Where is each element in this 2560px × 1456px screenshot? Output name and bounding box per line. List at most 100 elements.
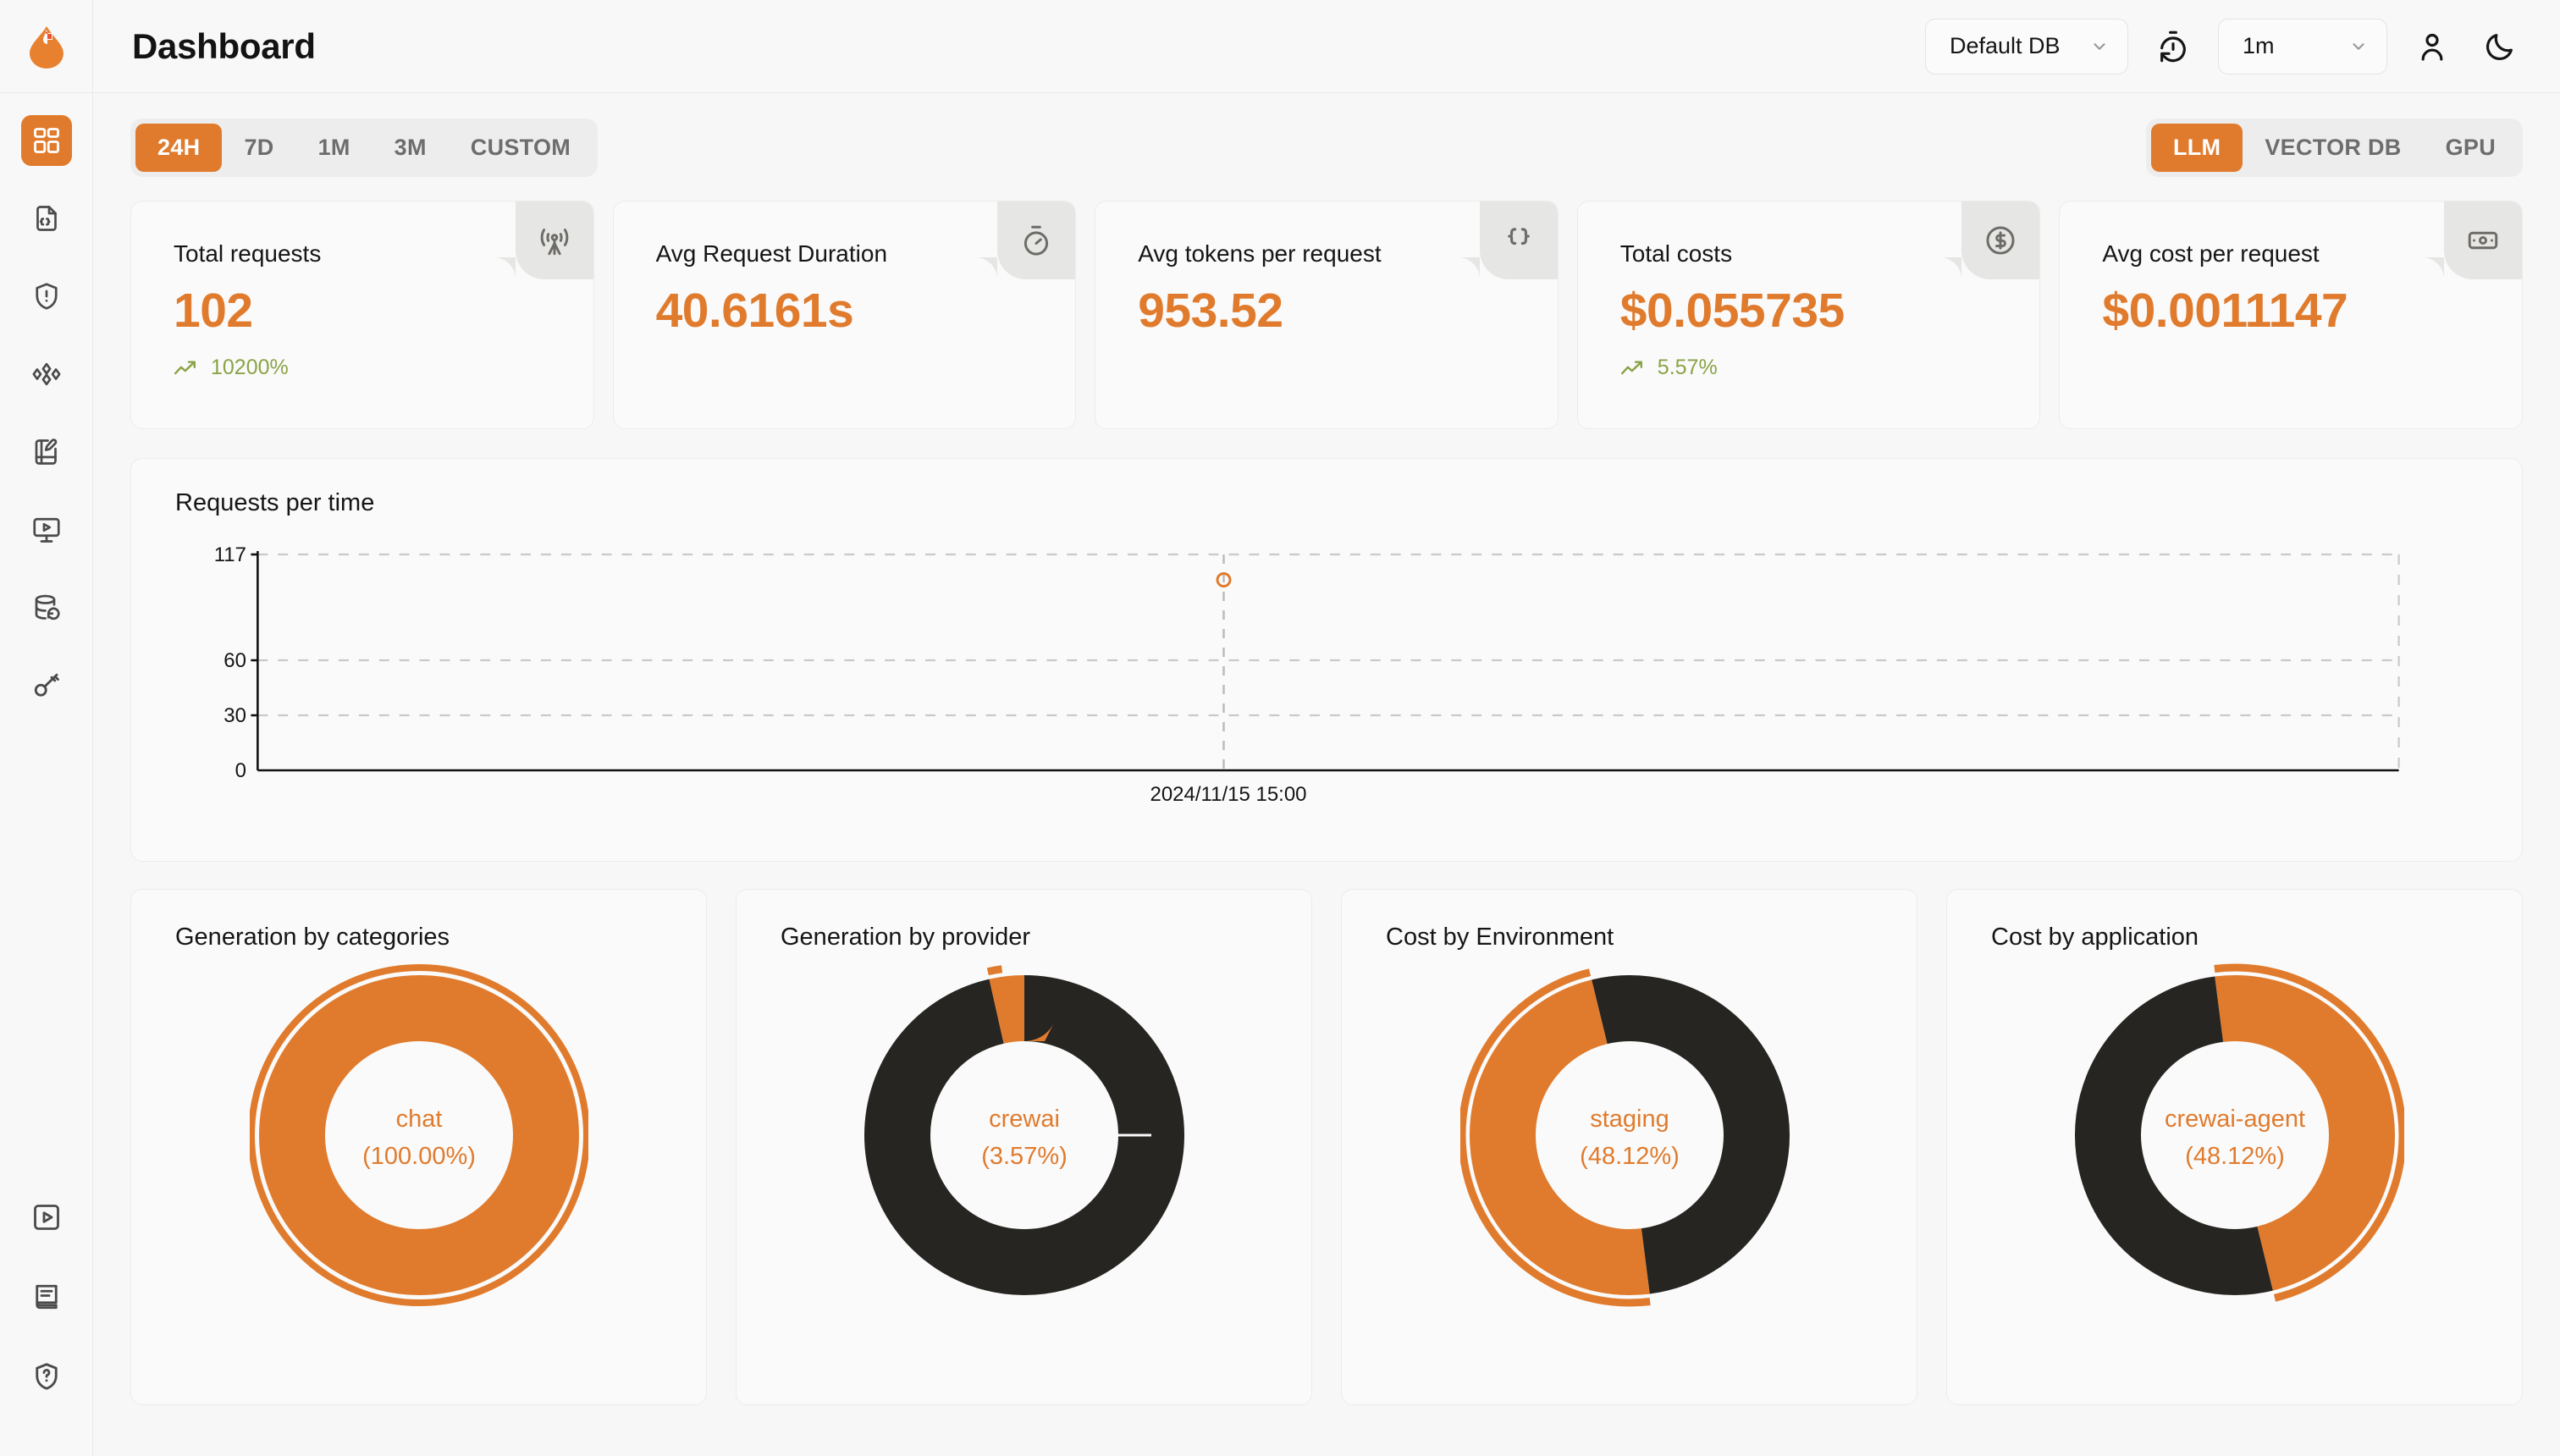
topbar-controls: Default DB 1m (1925, 18, 2560, 74)
sidebar-item-support[interactable] (21, 1351, 72, 1402)
donut-title: Generation by provider (781, 924, 1030, 951)
sidebar-item-requests[interactable] (21, 193, 72, 244)
user-profile-button[interactable] (2409, 24, 2455, 69)
donut-center-label: staging (1590, 1106, 1669, 1133)
page-title: Dashboard (132, 25, 316, 66)
donut-highlight-outline (249, 964, 588, 1306)
app-logo[interactable] (0, 0, 93, 93)
donut-title: Generation by categories (175, 924, 450, 951)
stat-card-total-costs: Total costs $0.055735 5.57% (1576, 201, 2041, 429)
sidebar-item-playground[interactable] (21, 505, 72, 555)
donut-highlight-arc (1459, 963, 1799, 1307)
stat-title: Avg tokens per request (1138, 240, 1382, 267)
stat-card-avg-tokens-per-request: Avg tokens per request 953.52 (1095, 201, 1559, 429)
notebook-pen-icon (35, 438, 57, 465)
database-select-value: Default DB (1950, 33, 2061, 58)
donut-slice-crewai-agent[interactable] (2074, 975, 2395, 1295)
donut-card-generation-by-provider: Generation by provider crewai (736, 889, 1312, 1405)
stat-badge (1939, 201, 2040, 279)
sidebar-item-prompt-hub[interactable] (21, 427, 72, 477)
shield-alert-icon (35, 283, 58, 310)
moon-icon (2486, 33, 2513, 60)
stat-title: Avg Request Duration (655, 240, 888, 267)
type-tabs: LLM VECTOR DB GPU (2145, 119, 2523, 177)
donut-center-label: crewai-agent (2164, 1106, 2304, 1133)
shield-question-icon (35, 1363, 58, 1390)
requests-per-time-chart[interactable]: 117 60 30 0 2024/11/15 15:00 (131, 522, 2522, 861)
book-icon (35, 1284, 58, 1310)
donut-center-value: (3.57%) (981, 1143, 1068, 1170)
refresh-interval-button[interactable] (2150, 24, 2196, 69)
type-tab-llm[interactable]: LLM (2150, 124, 2243, 172)
circle-dollar-icon (1986, 226, 2015, 255)
timer-reset-icon (2160, 30, 2186, 62)
stat-card-avg-cost-per-request: Avg cost per request $0.0011147 (2059, 201, 2523, 429)
sidebar-item-vault[interactable] (21, 582, 72, 633)
sidebar-item-documentation[interactable] (21, 1271, 72, 1322)
stat-card-total-requests: Total requests 102 10200% (130, 201, 594, 429)
type-tab-vector-db[interactable]: VECTOR DB (2265, 135, 2402, 160)
key-icon (34, 673, 59, 697)
sidebar-item-dashboard[interactable] (20, 115, 72, 166)
sidebar-item-getting-started[interactable] (21, 1192, 72, 1243)
line-chart-svg (251, 551, 2400, 778)
time-tab-custom[interactable]: CUSTOM (470, 135, 571, 160)
donut-center-value: (48.12%) (1580, 1143, 1680, 1170)
donut-slice-other[interactable] (1469, 975, 1790, 1295)
time-tab-7d[interactable]: 7D (244, 135, 274, 160)
time-tab-3m[interactable]: 3M (394, 135, 427, 160)
donut-slice-crewai[interactable] (863, 975, 1184, 1295)
interval-select-value: 1m (2243, 33, 2275, 58)
stat-value: 102 (174, 284, 253, 338)
stat-cards: Total requests 102 10200% (130, 201, 2523, 429)
trending-up-icon (174, 360, 196, 374)
requests-per-time-panel: Requests per time (130, 458, 2523, 862)
donut-chart-categories[interactable]: chat (100.00%) (249, 957, 588, 1313)
donut-chart-provider[interactable]: crewai (3.57%) (854, 957, 1194, 1313)
sidebar-item-applications[interactable] (21, 349, 72, 400)
donut-slice-staging[interactable] (1469, 975, 1790, 1295)
donut-title: Cost by Environment (1386, 924, 1614, 951)
layout-grid-icon (33, 128, 59, 153)
data-point-marker[interactable] (1216, 572, 1232, 587)
stat-delta: 10200% (174, 356, 593, 380)
type-tab-gpu[interactable]: GPU (2445, 135, 2496, 160)
theme-toggle-button[interactable] (2477, 24, 2523, 69)
stat-delta-value: 10200% (211, 356, 289, 379)
chevron-down-icon (2353, 42, 2364, 50)
stat-badge (493, 201, 593, 279)
donut-chart-environment[interactable]: staging (48.12%) (1459, 957, 1799, 1313)
stat-delta-value: 5.57% (1657, 356, 1718, 379)
donut-chart-application[interactable]: crewai-agent (48.12%) (2065, 957, 2404, 1313)
donut-center-label: chat (395, 1106, 442, 1133)
panel-title: Requests per time (175, 489, 375, 516)
donut-cards: Generation by categories chat (100.00%) … (130, 889, 2523, 1405)
stat-value: 953.52 (1138, 284, 1283, 338)
flame-drop-logo-icon (29, 25, 63, 69)
donut-slice-chat[interactable] (258, 975, 579, 1295)
stat-badge (2421, 201, 2522, 279)
sidebar-item-exceptions[interactable] (21, 271, 72, 322)
sidebar-item-api-keys[interactable] (21, 660, 72, 711)
chevron-down-icon (2094, 42, 2105, 50)
banknote-icon (2468, 231, 2498, 250)
donut-card-generation-by-categories: Generation by categories chat (100.00%) (130, 889, 707, 1405)
time-tab-24h[interactable]: 24H (135, 124, 223, 172)
donut-center-value: (48.12%) (2185, 1143, 2285, 1170)
trending-up-icon (1620, 360, 1642, 374)
stat-title: Total costs (1619, 240, 1733, 267)
filters-row: 24H 7D 1M 3M CUSTOM LLM VECTOR DB GPU (130, 119, 2523, 177)
donut-slice-other[interactable] (2074, 975, 2395, 1295)
braces-icon (1508, 228, 1530, 245)
interval-select[interactable]: 1m (2218, 18, 2387, 74)
time-range-tabs: 24H 7D 1M 3M CUSTOM (130, 119, 599, 177)
stat-title: Avg cost per request (2102, 240, 2320, 267)
stat-badge (975, 201, 1076, 279)
monitor-play-icon (32, 517, 60, 543)
main-content: 24H 7D 1M 3M CUSTOM LLM VECTOR DB GPU To… (93, 93, 2560, 1456)
diamonds-icon (31, 362, 61, 386)
database-select[interactable]: Default DB (1925, 18, 2128, 74)
time-tab-1m[interactable]: 1M (317, 135, 350, 160)
stat-title: Total requests (174, 240, 322, 267)
top-bar: Dashboard Default DB 1m (0, 0, 2560, 93)
